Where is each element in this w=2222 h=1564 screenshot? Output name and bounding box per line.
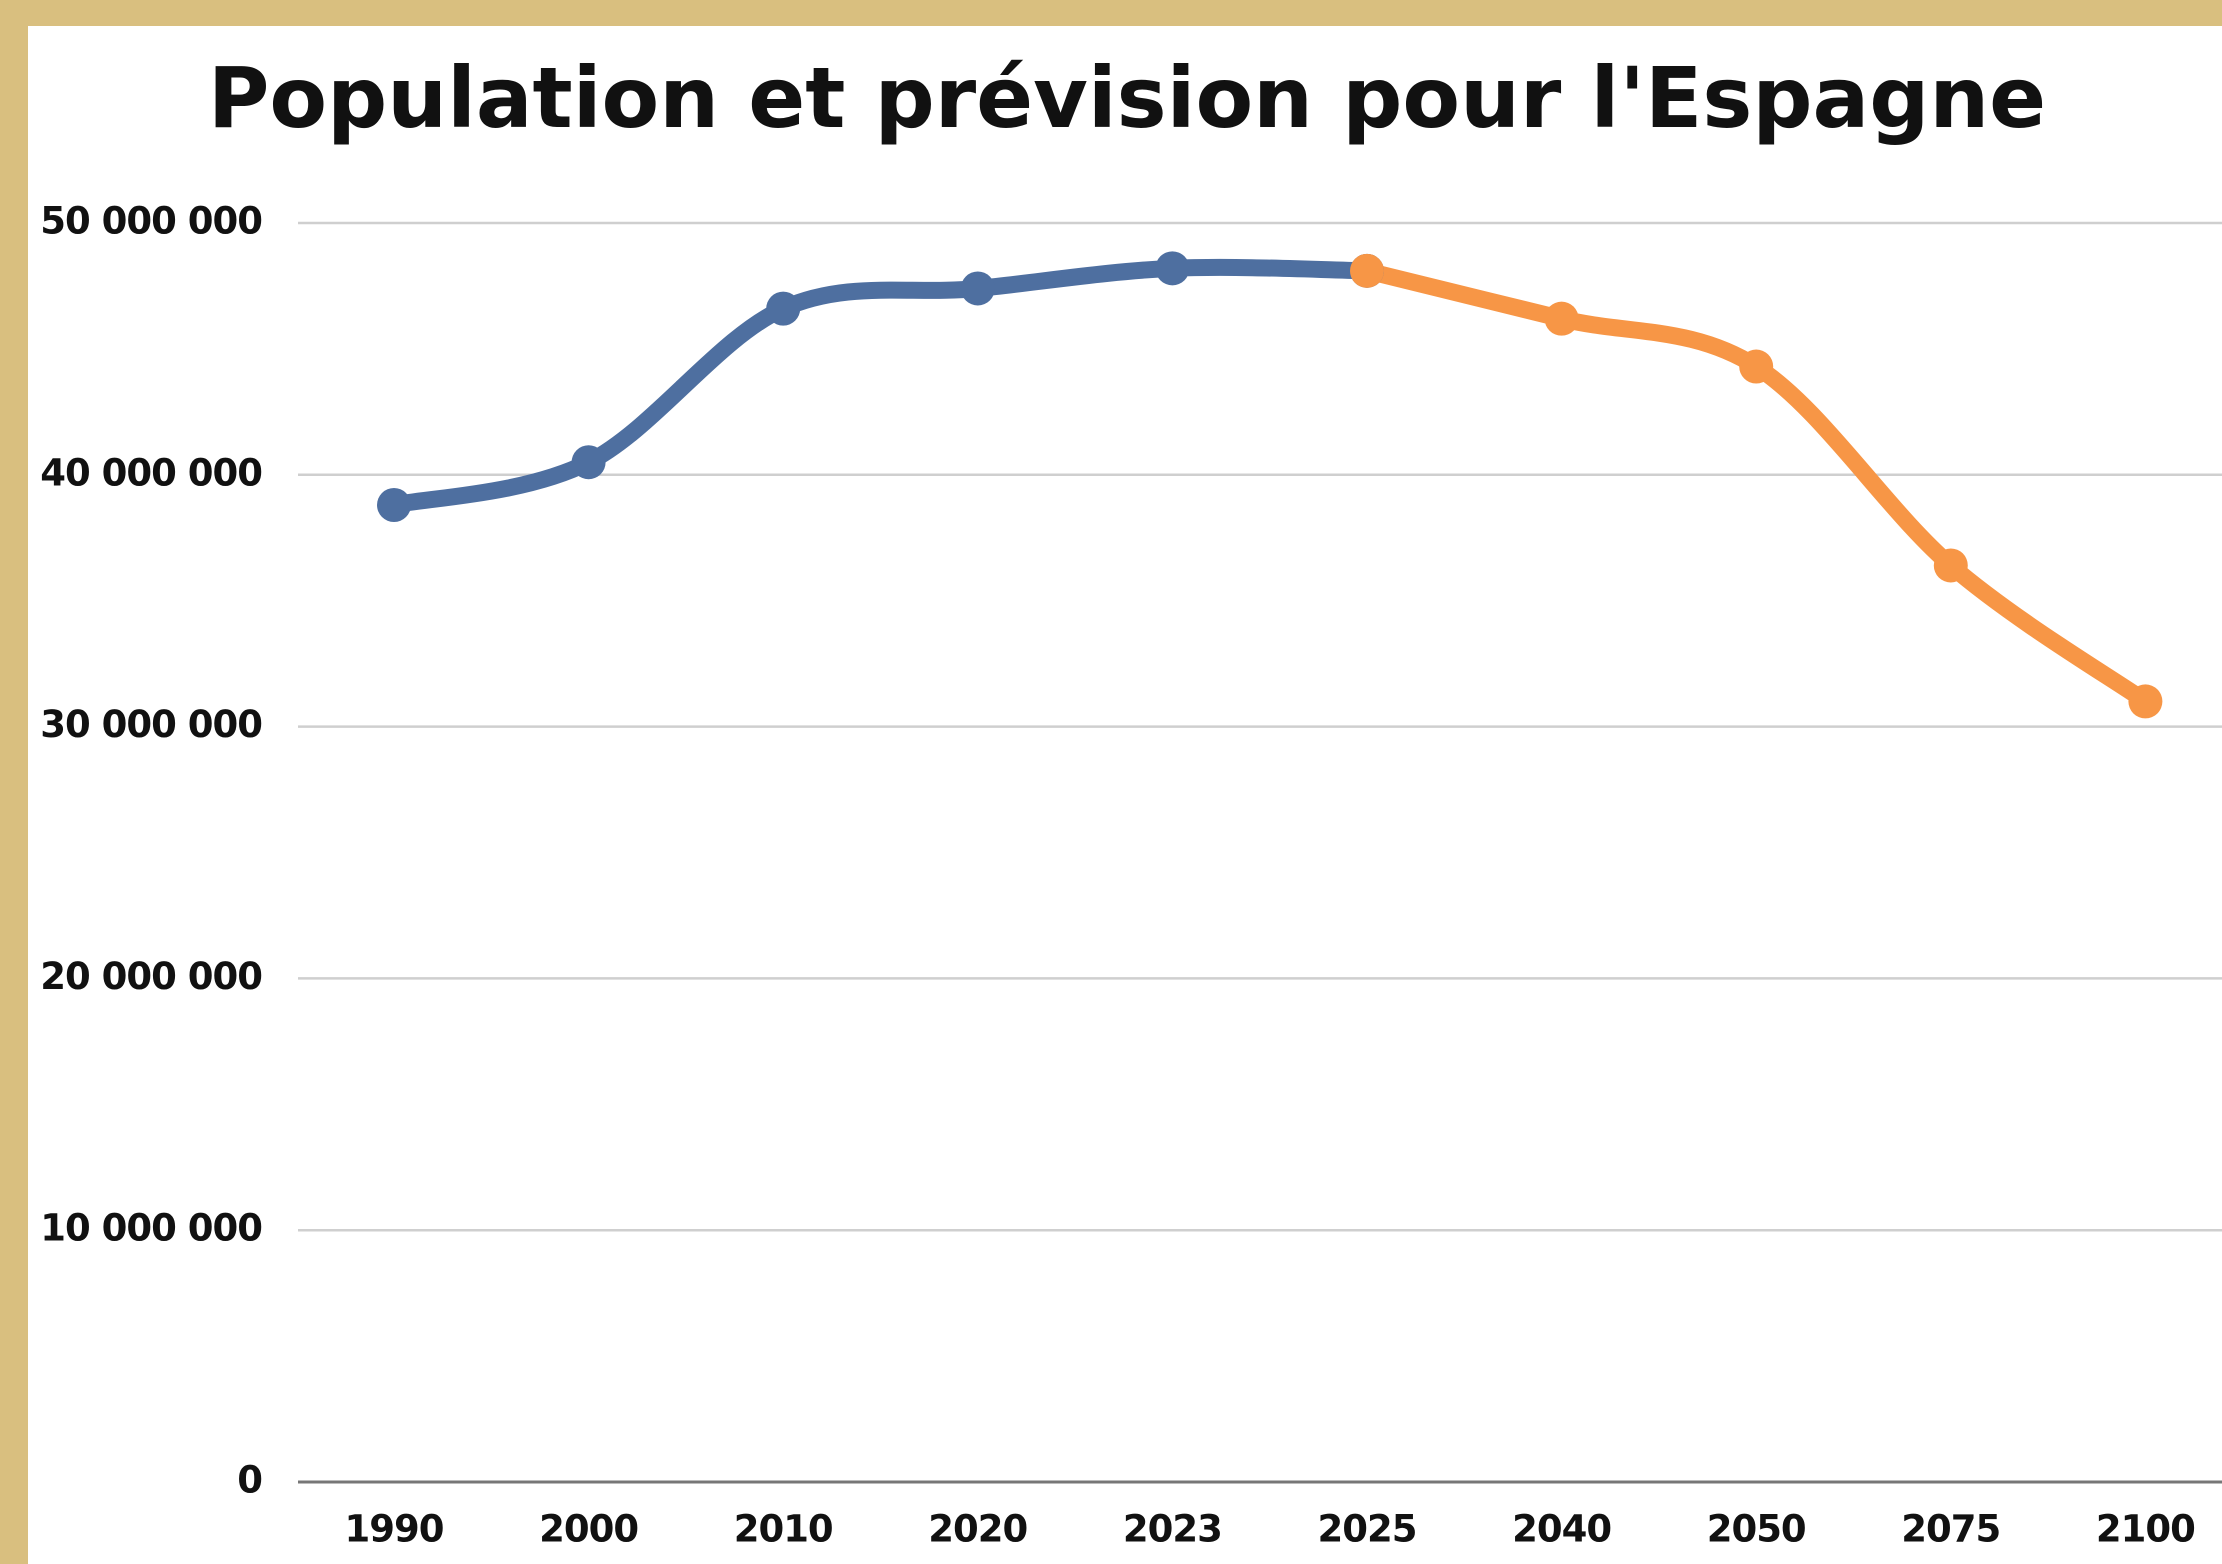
x-tick-label: 1990 xyxy=(345,1508,444,1551)
series-marker xyxy=(1544,301,1579,336)
y-tick-label: 0 xyxy=(237,1459,262,1502)
y-tick-label: 30 000 000 xyxy=(40,703,262,746)
chart-title: Population et prévision pour l'Espagne xyxy=(208,49,2046,147)
y-tick-label: 50 000 000 xyxy=(40,200,262,243)
chart-background xyxy=(28,26,2222,1564)
x-tick-label: 2010 xyxy=(734,1508,833,1551)
series-marker xyxy=(960,271,995,306)
x-tick-label: 2000 xyxy=(539,1508,638,1551)
x-tick-label: 2100 xyxy=(2096,1508,2195,1551)
y-tick-label: 20 000 000 xyxy=(40,955,262,998)
series-marker xyxy=(766,291,801,326)
x-tick-label: 2050 xyxy=(1707,1508,1806,1551)
y-tick-label: 10 000 000 xyxy=(40,1207,262,1250)
series-marker xyxy=(2128,684,2163,719)
x-tick-label: 2023 xyxy=(1123,1508,1222,1551)
series-marker xyxy=(1739,349,1774,384)
x-tick-label: 2020 xyxy=(928,1508,1027,1551)
series-marker xyxy=(1155,251,1190,286)
x-tick-label: 2075 xyxy=(1901,1508,2000,1551)
x-tick-label: 2025 xyxy=(1318,1508,1417,1551)
series-marker xyxy=(571,445,606,480)
x-tick-label: 2040 xyxy=(1512,1508,1611,1551)
series-marker xyxy=(377,488,411,523)
series-marker xyxy=(1933,548,1968,583)
y-tick-label: 40 000 000 xyxy=(40,451,262,494)
series-marker xyxy=(1350,253,1384,288)
